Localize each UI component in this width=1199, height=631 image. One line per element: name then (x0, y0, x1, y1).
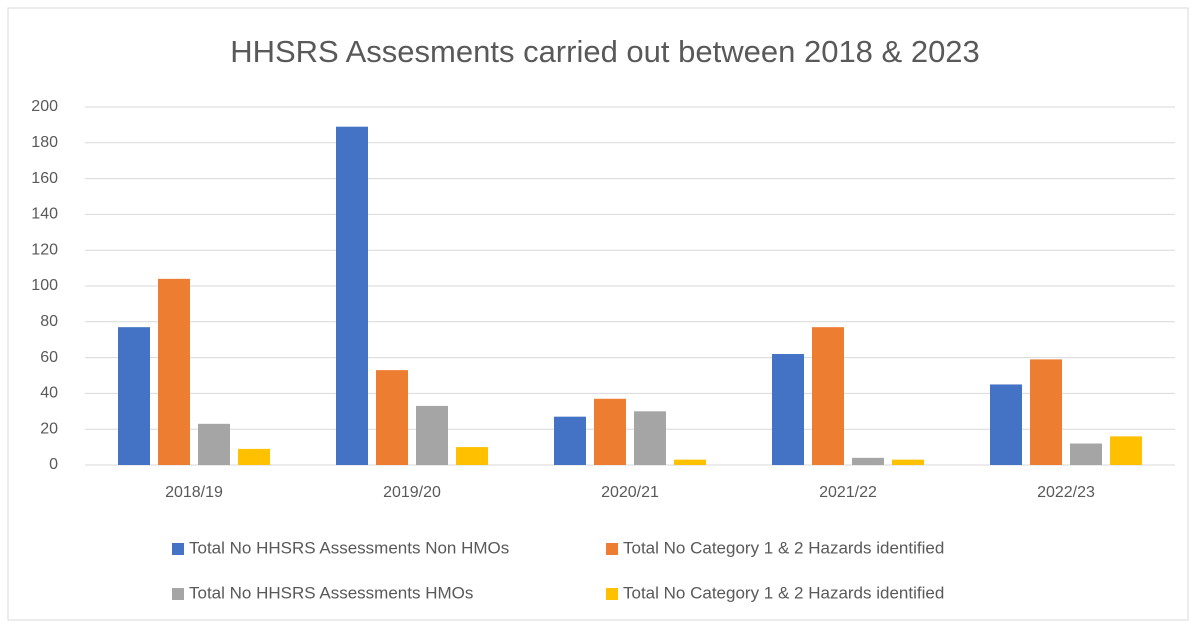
chart-border (7, 7, 1189, 621)
y-tick-label: 80 (40, 313, 58, 330)
bar (118, 327, 150, 465)
x-tick-label: 2021/22 (819, 484, 877, 501)
y-tick-label: 200 (31, 98, 58, 115)
bar (594, 398, 626, 465)
x-tick-label: 2022/23 (1037, 484, 1095, 501)
bar (336, 126, 368, 465)
bar (634, 411, 666, 465)
x-tick-label: 2018/19 (165, 484, 223, 501)
y-tick-label: 100 (31, 277, 58, 294)
legend-swatch (606, 588, 618, 600)
bar (158, 278, 190, 465)
x-tick-label: 2020/21 (601, 484, 659, 501)
bar (456, 447, 488, 465)
bar (1110, 436, 1142, 465)
bar (892, 459, 924, 465)
y-tick-label: 140 (31, 206, 58, 223)
y-tick-label: 0 (49, 456, 58, 473)
legend-swatch (606, 543, 618, 555)
bar (772, 354, 804, 465)
legend-label: Total No Category 1 & 2 Hazards identifi… (623, 538, 944, 557)
y-tick-label: 20 (40, 420, 58, 437)
bar (238, 448, 270, 465)
legend-label: Total No HHSRS Assessments HMOs (189, 583, 473, 602)
y-tick-label: 40 (40, 385, 58, 402)
x-tick-label: 2019/20 (383, 484, 441, 501)
bar (1030, 359, 1062, 465)
bar (376, 370, 408, 465)
bar (812, 327, 844, 465)
y-tick-label: 180 (31, 134, 58, 151)
legend-label: Total No HHSRS Assessments Non HMOs (189, 538, 509, 557)
bar (1070, 443, 1102, 465)
legend-label: Total No Category 1 & 2 Hazards identifi… (623, 583, 944, 602)
bar (674, 459, 706, 465)
legend-swatch (172, 543, 184, 555)
bar (554, 416, 586, 465)
bar (198, 423, 230, 465)
y-tick-label: 120 (31, 241, 58, 258)
bar (416, 405, 448, 465)
legend-swatch (172, 588, 184, 600)
bar (852, 457, 884, 465)
y-tick-label: 160 (31, 170, 58, 187)
chart-title: HHSRS Assesments carried out between 201… (230, 34, 980, 69)
bar (990, 384, 1022, 465)
y-tick-label: 60 (40, 349, 58, 366)
